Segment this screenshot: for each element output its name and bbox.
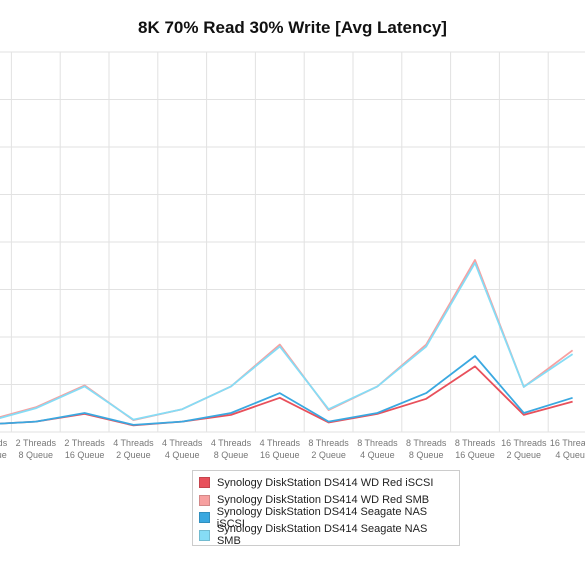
x-tick-label: 2 Threads bbox=[16, 438, 57, 448]
x-tick-label: 4 Threads bbox=[211, 438, 252, 448]
x-tick-label: 16 Queue bbox=[455, 450, 495, 460]
x-tick-label: 8 Queue bbox=[214, 450, 249, 460]
legend-item[interactable]: Synology DiskStation DS414 WD Red SMB bbox=[199, 492, 453, 510]
series-line bbox=[0, 259, 574, 422]
legend-label: Synology DiskStation DS414 WD Red iSCSI bbox=[217, 476, 434, 489]
x-tick-label: 16 Queue bbox=[0, 450, 7, 460]
x-tick-label: 4 Queue bbox=[165, 450, 200, 460]
x-tick-label: 8 Threads bbox=[455, 438, 496, 448]
x-tick-label: 1 Threads bbox=[0, 438, 8, 448]
x-tick-label: 4 Threads bbox=[162, 438, 203, 448]
legend-item[interactable]: Synology DiskStation DS414 WD Red iSCSI bbox=[199, 474, 453, 492]
x-tick-label: 8 Queue bbox=[19, 450, 54, 460]
x-tick-label: 16 Queue bbox=[65, 450, 105, 460]
x-tick-label: 4 Queue bbox=[555, 450, 585, 460]
x-tick-label: 8 Queue bbox=[409, 450, 444, 460]
legend: Synology DiskStation DS414 WD Red iSCSI S… bbox=[192, 470, 460, 547]
legend-swatch bbox=[199, 529, 210, 541]
x-tick-label: 2 Threads bbox=[64, 438, 105, 448]
legend-label: Synology DiskStation DS414 Seagate NAS S… bbox=[216, 523, 428, 548]
x-tick-label: 2 Queue bbox=[311, 450, 346, 460]
series-line bbox=[0, 261, 574, 421]
x-tick-label: 2 Queue bbox=[116, 450, 151, 460]
grid-lines bbox=[0, 51, 585, 433]
legend-label: Synology DiskStation DS414 Seagate NAS i… bbox=[216, 505, 428, 530]
chart-title: 8K 70% Read 30% Write [Avg Latency] bbox=[138, 18, 447, 37]
x-tick-label: 16 Threads bbox=[550, 438, 585, 448]
legend-label: Synology DiskStation DS414 WD Red SMB bbox=[217, 494, 430, 507]
x-tick-label: 4 Queue bbox=[360, 450, 395, 460]
x-tick-label: 8 Threads bbox=[308, 438, 349, 448]
x-tick-label: 16 Queue bbox=[260, 450, 300, 460]
legend-item[interactable]: Synology DiskStation DS414 Seagate NAS S… bbox=[199, 523, 453, 547]
legend-swatch bbox=[199, 477, 210, 489]
x-tick-label: 16 Threads bbox=[501, 438, 547, 448]
series-lines bbox=[0, 259, 574, 427]
legend-swatch bbox=[199, 494, 210, 506]
x-tick-label: 4 Threads bbox=[113, 438, 154, 448]
series-line bbox=[0, 355, 573, 426]
legend-swatch bbox=[199, 512, 210, 524]
legend-item[interactable]: Synology DiskStation DS414 Seagate NAS i… bbox=[199, 505, 453, 530]
x-axis-tick-labels: 1 Threads 16 Queue 2 Threads 8 Queue 2 Threa… bbox=[0, 438, 585, 460]
x-tick-label: 8 Threads bbox=[357, 438, 398, 448]
x-tick-label: 4 Threads bbox=[260, 438, 301, 448]
x-tick-label: 2 Queue bbox=[507, 450, 542, 460]
x-tick-label: 8 Threads bbox=[406, 438, 447, 448]
